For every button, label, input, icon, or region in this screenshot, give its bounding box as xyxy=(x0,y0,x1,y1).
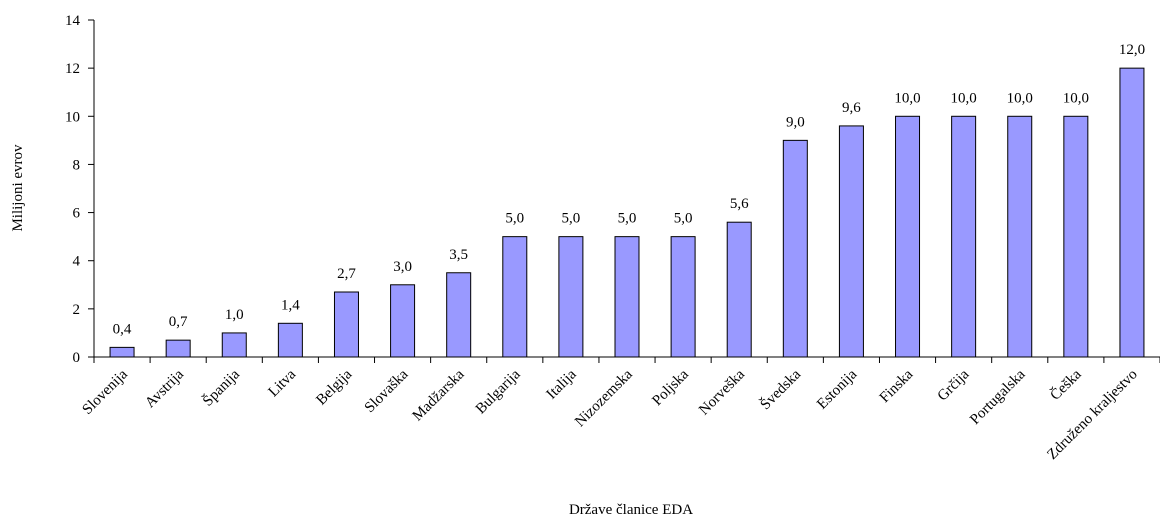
y-axis: 0 2 4 6 8 10 12 14 xyxy=(65,13,95,366)
data-label: 9,0 xyxy=(786,114,805,130)
bar xyxy=(951,115,977,358)
y-tick-label: 0 xyxy=(73,350,81,366)
y-tick-label: 14 xyxy=(65,13,81,29)
x-axis-title: Države članice EDA xyxy=(569,502,693,518)
bar xyxy=(221,332,247,358)
data-label: 1,0 xyxy=(225,307,244,323)
data-label: 10,0 xyxy=(1007,90,1033,106)
x-tick-label: Finska xyxy=(877,366,917,406)
data-label: 5,0 xyxy=(674,211,693,227)
bars: 0,4 0,7 1,0 1,4 2,7 3,0 3,5 5,0 5,0 5,0 5,0 5,6 9,0 9… xyxy=(109,42,1145,358)
x-tick-label: Norveška xyxy=(696,366,748,418)
data-label: 10,0 xyxy=(1063,90,1089,106)
data-label: 3,5 xyxy=(449,247,468,263)
bar xyxy=(670,236,696,358)
data-label: 5,0 xyxy=(618,211,637,227)
x-tick-label: Madžarska xyxy=(410,366,468,424)
y-tick-label: 8 xyxy=(73,157,81,173)
bar xyxy=(277,322,303,358)
bar xyxy=(895,115,921,358)
bar xyxy=(446,272,472,358)
data-label: 9,6 xyxy=(842,100,861,116)
x-tick-label: Bulgarija xyxy=(473,366,524,417)
x-tick-label: Slovaška xyxy=(362,366,412,416)
x-tick-label: Portugalska xyxy=(967,366,1029,428)
y-axis-title: Milijoni evrov xyxy=(10,144,26,232)
data-label: 5,0 xyxy=(562,211,581,227)
data-label: 10,0 xyxy=(894,90,920,106)
data-label: 0,7 xyxy=(169,314,188,330)
x-tick-label: Češka xyxy=(1047,366,1085,404)
data-label: 1,4 xyxy=(281,297,300,313)
x-tick-label: Poljska xyxy=(649,366,692,409)
bar xyxy=(502,236,528,358)
bar xyxy=(1063,115,1089,358)
bar xyxy=(165,339,191,358)
data-label: 5,0 xyxy=(505,211,524,227)
bar xyxy=(726,221,752,358)
data-label: 2,7 xyxy=(337,266,356,282)
x-tick-label: Italija xyxy=(544,366,580,402)
x-tick-label: Švedska xyxy=(757,366,805,414)
y-tick-label: 2 xyxy=(73,302,81,318)
x-tick-label: Litva xyxy=(265,366,299,400)
x-tick-label: Belgija xyxy=(313,366,355,408)
x-tick-label: Estonija xyxy=(814,366,860,412)
x-tick-label: Nizozemska xyxy=(572,366,636,430)
data-label: 5,6 xyxy=(730,196,749,212)
bar xyxy=(1119,67,1145,358)
bar xyxy=(333,291,359,358)
x-tick-label: Slovenija xyxy=(79,366,131,418)
y-tick-label: 10 xyxy=(65,109,80,125)
bar xyxy=(109,346,135,358)
data-label: 3,0 xyxy=(393,259,412,275)
x-tick-label: Španija xyxy=(199,366,243,410)
y-tick-label: 4 xyxy=(73,254,81,270)
data-label: 12,0 xyxy=(1119,42,1145,58)
bar xyxy=(782,139,808,358)
y-tick-label: 12 xyxy=(65,61,80,77)
bar xyxy=(838,125,864,358)
data-label: 0,4 xyxy=(113,321,132,337)
y-tick-label: 6 xyxy=(73,206,81,222)
bar xyxy=(1007,115,1033,358)
x-axis: Slovenija Avstrija Španija Litva Belgija Slov… xyxy=(79,356,1160,463)
x-tick-label: Grčija xyxy=(935,366,973,404)
data-label: 10,0 xyxy=(951,90,977,106)
x-tick-label: Avstrija xyxy=(142,366,187,411)
bar xyxy=(614,236,640,358)
bar xyxy=(390,284,416,358)
bar xyxy=(558,236,584,358)
